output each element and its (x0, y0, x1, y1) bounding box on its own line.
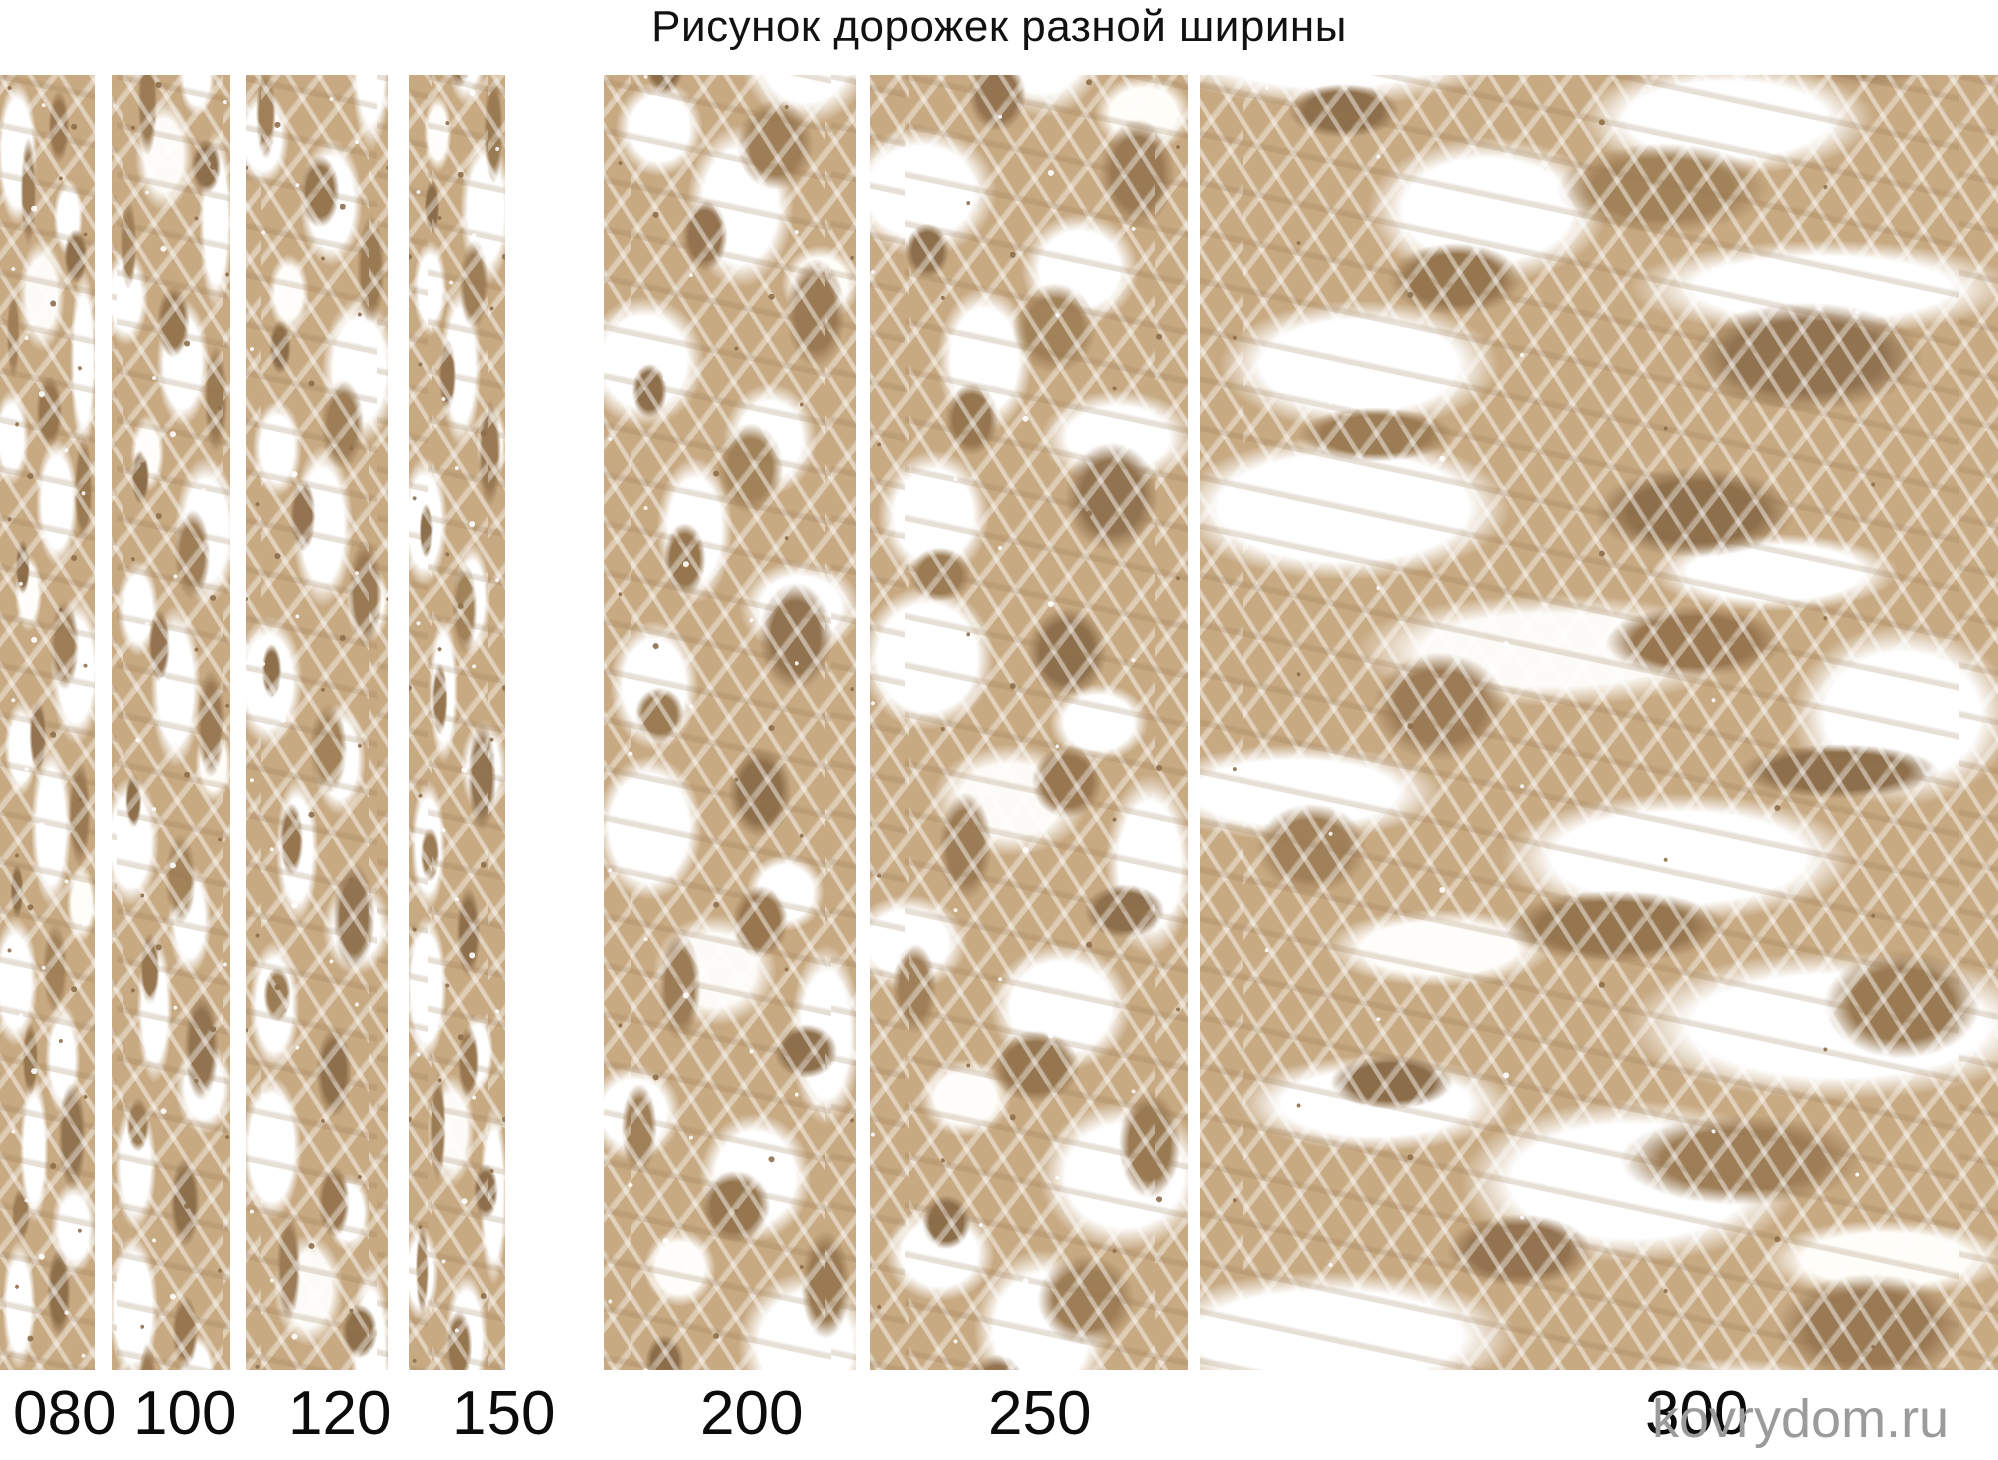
carpet-strip-250[interactable] (870, 75, 1188, 1370)
carpet-strip-120[interactable] (246, 75, 388, 1370)
carpet-texture-speck (0, 75, 95, 1370)
carpet-strip-080[interactable] (0, 75, 95, 1370)
strip-label-100: 100 (133, 1379, 237, 1448)
strip-label-120: 120 (288, 1379, 392, 1448)
carpet-texture-speck (409, 75, 505, 1370)
strip-label-150: 150 (452, 1379, 556, 1448)
site-watermark: kovrydom.ru (1652, 1389, 1950, 1449)
carpet-texture-speck (870, 75, 1188, 1370)
strip-width-label-row: 080 100 120 150 200 250 300 (0, 1378, 1998, 1460)
strip-label-300: 300 (1645, 1379, 1749, 1448)
carpet-strip-200[interactable] (604, 75, 856, 1370)
strip-label-200: 200 (700, 1379, 804, 1448)
carpet-strip-band (0, 75, 1998, 1370)
carpet-texture-speck (1200, 75, 1998, 1370)
carpet-texture-speck (112, 75, 230, 1370)
strip-label-080: 080 (13, 1379, 117, 1448)
carpet-strip-100[interactable] (112, 75, 230, 1370)
carpet-texture-speck (604, 75, 856, 1370)
carpet-texture-speck (246, 75, 388, 1370)
strip-label-250: 250 (988, 1379, 1092, 1448)
page-title: Рисунок дорожек разной ширины (651, 2, 1347, 51)
carpet-strip-300[interactable] (1200, 75, 1998, 1370)
carpet-strip-150[interactable] (409, 75, 505, 1370)
